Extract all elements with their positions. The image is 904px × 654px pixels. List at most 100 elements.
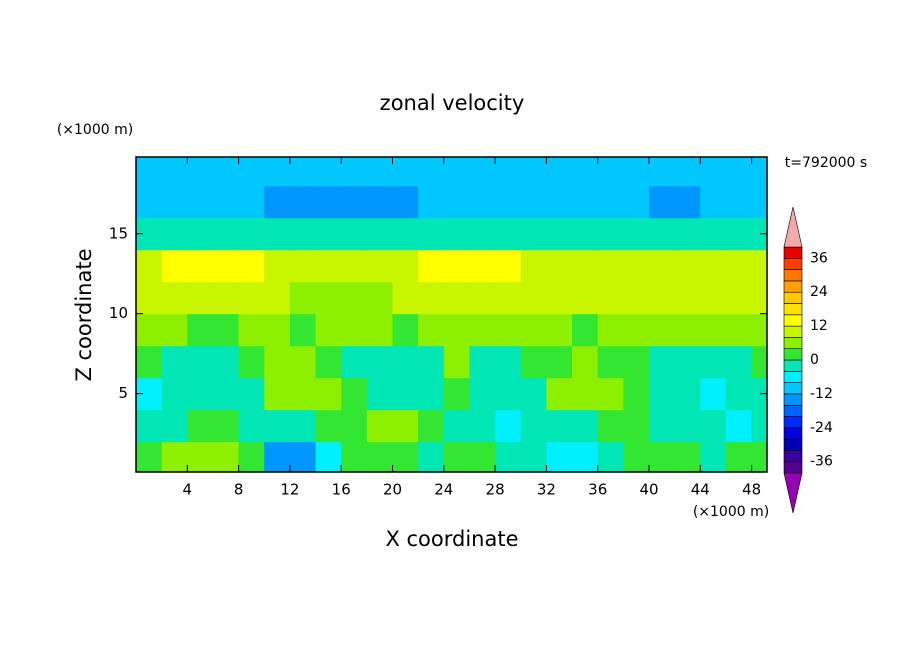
contour-cell — [366, 441, 394, 472]
contour-cell — [212, 185, 240, 219]
contour-cell — [289, 185, 317, 219]
contour-cell — [187, 441, 214, 472]
contour-cell — [520, 249, 547, 283]
contour-cell — [136, 157, 163, 187]
contour-cell — [136, 345, 163, 379]
x-tick-label: 4 — [183, 481, 193, 499]
contour-cell — [187, 281, 214, 315]
colorbar-box — [783, 348, 803, 361]
contour-cell — [187, 377, 214, 411]
contour-cell — [212, 377, 240, 411]
contour-cell — [495, 281, 522, 315]
contour-cell — [136, 409, 163, 443]
contour-cell — [366, 281, 394, 315]
contour-cell — [700, 157, 727, 187]
contour-cell — [495, 313, 522, 347]
contour-cell — [341, 377, 368, 411]
colorbar-bottom-arrow — [783, 472, 803, 514]
contour-cell — [187, 217, 214, 251]
contour-cell — [700, 249, 727, 283]
x-tick-label: 32 — [537, 481, 556, 499]
contour-cell — [418, 313, 445, 347]
contour-cell — [315, 157, 342, 187]
contour-cell — [520, 281, 547, 315]
contour-cell — [315, 281, 342, 315]
colorbar-box — [783, 246, 803, 259]
colorbar-label: -36 — [810, 454, 833, 470]
contour-cell — [674, 281, 701, 315]
contour-cell — [315, 185, 342, 219]
contour-cell — [572, 377, 599, 411]
contour-cell — [469, 185, 496, 219]
x-tick-label: 28 — [486, 481, 505, 499]
contour-cell — [289, 409, 317, 443]
contour-cell — [469, 409, 496, 443]
contour-cell — [418, 441, 445, 472]
contour-cell — [751, 409, 767, 443]
contour-cell — [623, 157, 650, 187]
colorbar-box — [783, 314, 803, 327]
contour-cell — [520, 157, 547, 187]
contour-cell — [315, 441, 342, 472]
contour-cell — [597, 441, 624, 472]
contour-cell — [212, 157, 240, 187]
contour-cell — [597, 217, 624, 251]
contour-cell — [546, 441, 573, 472]
contour-cell — [366, 313, 394, 347]
contour-cell — [443, 345, 470, 379]
contour-cell — [546, 217, 573, 251]
y-unit: (×1000 m) — [57, 122, 133, 138]
contour-cell — [289, 281, 317, 315]
contour-cell — [572, 345, 599, 379]
contour-cell — [161, 185, 188, 219]
x-tick-label: 48 — [742, 481, 761, 499]
contour-cell — [136, 249, 163, 283]
contour-cell — [289, 157, 317, 187]
contour-cell — [366, 217, 394, 251]
contour-cell — [238, 249, 265, 283]
contour-cell — [443, 281, 470, 315]
contour-cell — [418, 249, 445, 283]
contour-cell — [623, 345, 650, 379]
contour-cell — [623, 249, 650, 283]
contour-cell — [674, 185, 701, 219]
contour-cell — [674, 409, 701, 443]
contour-cell — [418, 409, 445, 443]
contour-cell — [751, 157, 767, 187]
contour-cell — [674, 313, 701, 347]
contour-cell — [546, 377, 573, 411]
contour-cell — [392, 345, 419, 379]
colorbar-label: 24 — [810, 284, 828, 300]
x-axis-label: X coordinate — [385, 527, 518, 551]
contour-cell — [443, 157, 470, 187]
contour-cell — [546, 409, 573, 443]
contour-cell — [623, 185, 650, 219]
contour-cell — [469, 313, 496, 347]
contour-cell — [289, 441, 317, 472]
contour-cell — [495, 217, 522, 251]
colorbar-top-arrow — [783, 206, 803, 248]
contour-cell — [546, 313, 573, 347]
contour-cell — [238, 217, 265, 251]
x-tick-label: 16 — [332, 481, 351, 499]
contour-cell — [315, 249, 342, 283]
contour-cell — [597, 409, 624, 443]
contour-cell — [315, 345, 342, 379]
contour-cell — [572, 441, 599, 472]
contour-cell — [392, 249, 419, 283]
contour-cell — [264, 313, 291, 347]
contour-cell — [341, 345, 368, 379]
y-tick-label: 10 — [109, 304, 128, 322]
contour-cell — [572, 281, 599, 315]
contour-cell — [264, 409, 291, 443]
colorbar-box — [783, 257, 803, 270]
contour-cell — [597, 185, 624, 219]
contour-cell — [725, 185, 753, 219]
contour-cell — [700, 217, 727, 251]
colorbar-box — [783, 303, 803, 316]
contour-cell — [392, 157, 419, 187]
contour-cell — [264, 185, 291, 219]
contour-cell — [341, 217, 368, 251]
contour-cell — [161, 345, 188, 379]
contour-cell — [751, 185, 767, 219]
